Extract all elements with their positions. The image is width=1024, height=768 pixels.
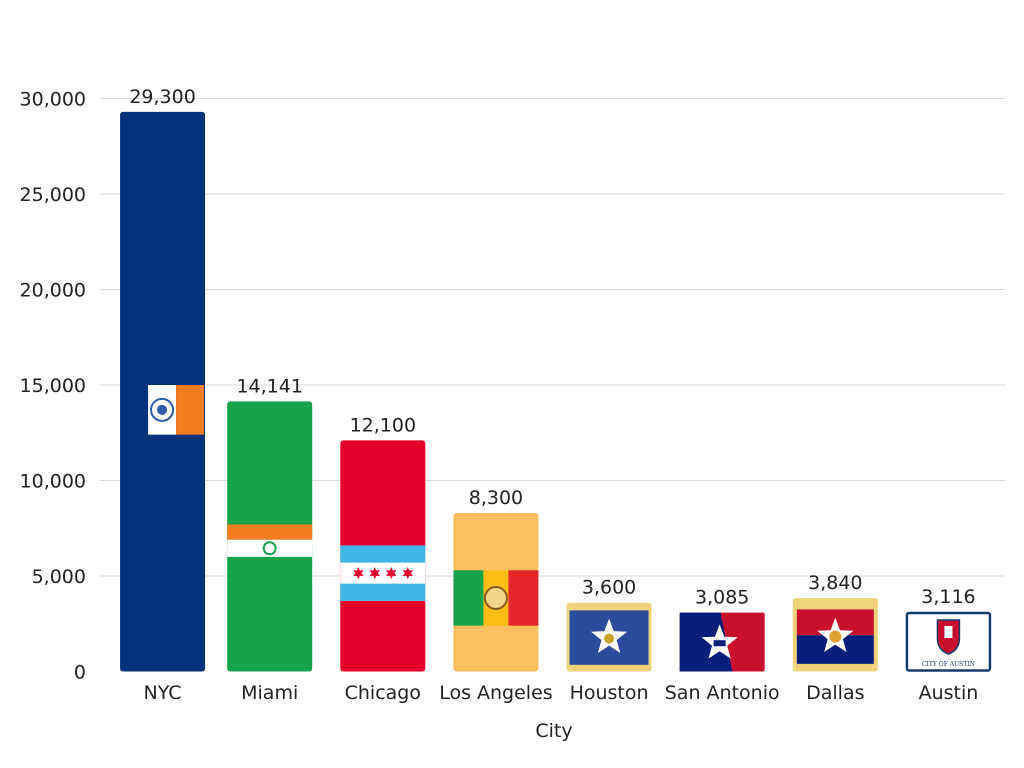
y-tick-label: 10,000: [20, 471, 86, 493]
data-label: 3,840: [808, 572, 862, 594]
category-label: Dallas: [806, 682, 864, 704]
y-tick-label: 25,000: [20, 184, 86, 206]
bars: CITY OF AUSTIN: [120, 111, 992, 672]
data-labels: 29,300 14,141 12,100 8,300 3,600 3,085 3,840 3,…: [129, 86, 975, 609]
y-tick-label: 15,000: [20, 375, 86, 397]
svg-text:CITY OF AUSTIN: CITY OF AUSTIN: [922, 661, 975, 668]
category-label: Houston: [570, 682, 649, 704]
data-label: 12,100: [350, 414, 416, 436]
bar-dallas: [792, 598, 878, 672]
bar-chicago: [340, 440, 426, 672]
x-axis-label: City: [535, 720, 572, 742]
x-axis-categories: NYC Miami Chicago Los Angeles Houston San Ant…: [144, 682, 979, 704]
bar-miami: [227, 401, 313, 672]
category-label: Miami: [241, 682, 298, 704]
y-tick-label: 30,000: [20, 89, 86, 111]
y-axis-ticks: 0 5,000 10,000 15,000 20,000 25,000 30,000: [20, 89, 86, 684]
data-label: 29,300: [129, 86, 195, 108]
y-tick-label: 20,000: [20, 280, 86, 302]
bar-los-angeles: [453, 512, 539, 672]
y-tick-label: 5,000: [32, 566, 86, 588]
data-label: 3,085: [695, 587, 749, 609]
category-label: San Antonio: [665, 682, 780, 704]
y-tick-label: 0: [74, 662, 86, 684]
category-label: Chicago: [345, 682, 421, 704]
category-label: NYC: [144, 682, 182, 704]
data-label: 3,600: [582, 577, 636, 599]
category-label: Austin: [919, 682, 979, 704]
category-label: Los Angeles: [439, 682, 552, 704]
bar-houston: [566, 602, 652, 672]
data-label: 8,300: [469, 487, 523, 509]
bar-austin: CITY OF AUSTIN: [905, 611, 992, 672]
data-label: 3,116: [921, 586, 975, 608]
bar-san-antonio: [679, 612, 765, 672]
data-label: 14,141: [236, 375, 302, 397]
bar-nyc: [120, 111, 206, 672]
